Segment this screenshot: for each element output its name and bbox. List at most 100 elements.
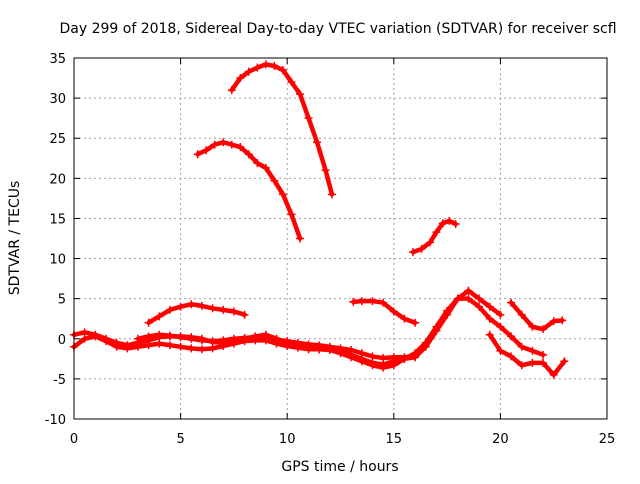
data-point [219,336,228,345]
data-point [321,166,330,175]
y-tick-label: 35 [49,52,66,67]
data-point [400,353,409,362]
y-tick-label: 25 [49,132,66,147]
data-point [165,305,174,314]
data-point [187,334,196,343]
data-point [270,62,279,71]
data-point [528,346,537,355]
data-point [379,354,388,363]
plot-frame [73,57,608,420]
data-point [445,216,454,225]
x-tick-label: 0 [70,432,78,447]
data-point [287,210,296,219]
data-point [208,344,217,353]
series-line [229,62,335,197]
data-point [379,298,388,307]
data-point [315,341,324,350]
data-point [197,345,206,354]
data-point [80,334,89,343]
data-point [176,333,185,342]
data-point [227,86,236,95]
data-point [411,352,420,361]
data-point [176,302,185,311]
data-point [112,342,121,351]
data-point [295,90,304,99]
data-point [485,330,494,339]
series-arc-9 [70,294,548,372]
data-point [251,333,260,342]
data-point [155,330,164,339]
data-point [208,337,217,346]
data-point [313,138,322,147]
data-point [219,305,228,314]
data-point [187,344,196,353]
data-point [528,322,537,331]
data-point [240,333,249,342]
data-point [229,334,238,343]
data-point [347,346,356,355]
data-point [389,353,398,362]
data-point [451,220,460,229]
data-point [176,342,185,351]
data-point [549,317,558,326]
data-point [197,336,206,345]
data-point [368,352,377,361]
x-tick-label: 10 [279,432,296,447]
data-point [432,228,441,237]
x-tick-label: 20 [492,432,509,447]
series-arc-10 [133,330,420,363]
data-point [347,353,356,362]
data-point [133,334,142,343]
series-arc-5 [349,297,420,327]
data-point [193,150,202,159]
data-point [528,358,537,367]
data-point [327,190,336,199]
series-arc-1 [227,60,336,199]
data-point [464,286,473,295]
x-axis-label: GPS time / hours [281,459,398,475]
data-point [261,333,270,342]
series-arc-6 [485,330,569,379]
series-arc-2 [193,138,304,243]
series-line [71,296,546,370]
data-point [368,361,377,370]
data-point [496,346,505,355]
x-tick-label: 15 [386,432,403,447]
data-point [155,339,164,348]
data-point [187,300,196,309]
data-point [287,78,296,87]
data-point [295,234,304,243]
y-tick-label: 10 [49,253,66,268]
data-point [240,310,249,319]
data-point [133,342,142,351]
data-point [219,138,228,147]
data-point [202,146,211,155]
data-point [496,310,505,319]
series-line [410,218,458,255]
x-tick-label: 25 [599,432,616,447]
axis-ticks: 0 5 10 15 20 25 -10 -5 0 5 10 15 20 25 30 35 [45,52,616,447]
data-point [560,357,569,366]
data-point [539,358,548,367]
data-point [244,67,253,76]
data-point [443,306,452,315]
data-point [229,307,238,316]
data-point [389,307,398,316]
data-point [379,363,388,372]
y-tick-label: 15 [49,212,66,227]
x-tick-label: 5 [176,432,184,447]
data-point [144,341,153,350]
data-point [432,322,441,331]
data-point [144,332,153,341]
data-point [227,140,236,149]
data-point [421,338,430,347]
series-line [508,300,565,332]
data-point [507,332,516,341]
data-point [208,304,217,313]
data-point [517,310,526,319]
data-point [357,349,366,358]
data-point [278,190,287,199]
data-point [485,302,494,311]
data-point [496,322,505,331]
chart-title: Day 299 of 2018, Sidereal Day-to-day VTE… [59,21,616,37]
